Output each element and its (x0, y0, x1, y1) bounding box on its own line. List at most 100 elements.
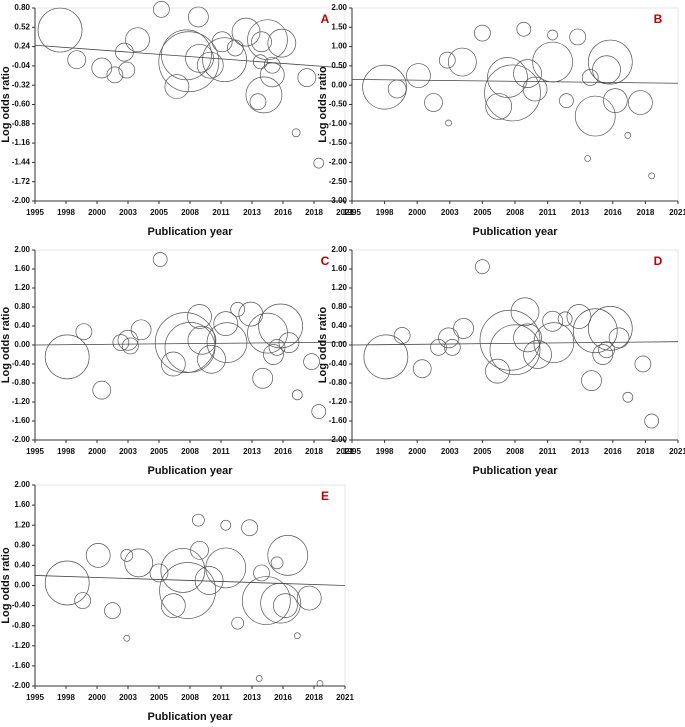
x-tick-label: 2021 (336, 447, 354, 456)
panel-label: C (321, 254, 330, 268)
x-tick-label: 2000 (408, 208, 426, 217)
study-bubble (634, 355, 652, 373)
x-tick-label: 2005 (150, 693, 168, 702)
y-tick-label: -2.00 (329, 158, 348, 167)
study-bubble (267, 28, 297, 58)
x-tick-label: 2016 (274, 447, 292, 456)
x-tick-label: 1998 (376, 447, 394, 456)
y-tick-label: 0.52 (14, 22, 30, 31)
study-bubble (547, 29, 558, 41)
y-tick-label: 1.20 (14, 520, 30, 529)
x-tick-label: 2005 (150, 208, 168, 217)
study-bubble (522, 76, 548, 102)
study-bubble (206, 322, 248, 363)
study-bubble (453, 318, 474, 339)
x-tick-label: 1998 (376, 208, 394, 217)
x-tick-label: 2011 (212, 447, 230, 456)
x-tick-label: 2018 (305, 693, 323, 702)
y-tick-label: 0.40 (14, 561, 30, 570)
x-tick-label: 1995 (26, 208, 44, 217)
y-tick-label: 0.00 (331, 340, 347, 349)
x-tick-label: 2013 (243, 208, 261, 217)
study-bubble (513, 323, 542, 353)
y-tick-label: -2.00 (329, 435, 348, 444)
study-bubble (316, 680, 324, 687)
study-bubble (118, 61, 136, 79)
study-bubble (247, 312, 288, 354)
study-bubble (424, 93, 443, 112)
x-tick-label: 2003 (119, 208, 137, 217)
study-bubble (74, 592, 92, 609)
study-bubble (624, 132, 632, 139)
study-bubble (190, 540, 209, 560)
x-tick-label: 2016 (274, 693, 292, 702)
study-bubble (123, 634, 131, 642)
x-tick-label: 2013 (243, 447, 261, 456)
y-tick-label: 0.40 (331, 321, 347, 330)
y-tick-label: -1.20 (329, 397, 348, 406)
regression-line (351, 79, 679, 84)
study-bubble (296, 585, 322, 611)
study-bubble (313, 157, 325, 169)
study-bubble (293, 632, 301, 640)
x-tick-label: 2011 (539, 447, 557, 456)
study-bubble (608, 327, 630, 349)
y-tick-label: 0.50 (331, 61, 347, 70)
study-bubble (252, 367, 274, 389)
study-bubble (479, 309, 541, 371)
study-bubble (489, 324, 541, 376)
study-bubble (160, 351, 186, 377)
study-bubble (220, 519, 232, 531)
x-tick-label: 2011 (539, 208, 557, 217)
x-tick-label: 2013 (571, 447, 589, 456)
panel-label: E (321, 489, 329, 503)
x-tick-label: 2005 (474, 447, 492, 456)
study-bubble (241, 576, 291, 625)
y-tick-label: -2.50 (329, 177, 348, 186)
study-bubble (263, 56, 281, 74)
x-tick-label: 2005 (474, 208, 492, 217)
y-tick-label: -0.60 (12, 100, 31, 109)
plot-frame (351, 7, 679, 202)
plot-frame (351, 249, 679, 441)
y-axis-title: Log odds ratio (0, 66, 12, 143)
panel-label: D (654, 254, 663, 268)
study-bubble (485, 93, 513, 120)
study-bubble (644, 413, 660, 429)
x-tick-label: 2016 (604, 208, 622, 217)
study-bubble (587, 39, 633, 85)
regression-line (34, 44, 346, 69)
x-tick-label: 2003 (441, 447, 459, 456)
y-axis-title: Log odds ratio (0, 547, 12, 624)
study-bubble (572, 308, 618, 354)
study-bubble (187, 304, 212, 329)
y-tick-label: 0.00 (14, 581, 30, 590)
y-tick-label: -1.50 (329, 138, 348, 147)
study-bubble (152, 252, 168, 267)
y-tick-label: -2.00 (12, 196, 31, 205)
y-tick-label: 1.20 (14, 283, 30, 292)
x-tick-label: 2018 (637, 447, 655, 456)
x-tick-label: 1995 (26, 693, 44, 702)
study-bubble (44, 334, 90, 380)
panel-label: A (321, 12, 330, 26)
y-tick-label: -0.40 (12, 359, 31, 368)
y-tick-label: 2.00 (14, 480, 30, 489)
study-bubble (438, 51, 456, 69)
study-bubble (475, 259, 490, 274)
study-bubble (263, 344, 284, 365)
study-bubble (106, 66, 124, 84)
y-tick-label: 1.00 (331, 42, 347, 51)
y-tick-label: 1.20 (331, 283, 347, 292)
study-bubble (231, 616, 245, 630)
study-bubble (241, 519, 258, 537)
study-bubble (273, 593, 298, 618)
study-bubble (628, 90, 653, 115)
plot-frame (34, 7, 346, 202)
study-bubble (158, 31, 220, 93)
x-tick-label: 1995 (26, 447, 44, 456)
study-bubble (226, 39, 244, 57)
x-tick-label: 2000 (408, 447, 426, 456)
y-tick-label: 0.80 (14, 540, 30, 549)
x-tick-label: 1998 (57, 693, 75, 702)
